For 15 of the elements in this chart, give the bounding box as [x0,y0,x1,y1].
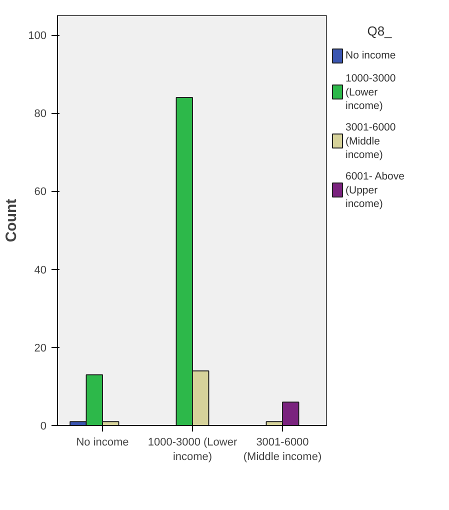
y-tick-label: 100 [28,30,47,42]
x-tick-label: 3001-6000 (Middle income) [243,436,322,463]
legend-label: 1000-3000 (Lower income) [346,72,396,112]
y-tick-label: 20 [34,342,47,354]
y-tick-label: 0 [40,420,47,432]
x-tick-label: 1000-3000 (Lower income) [148,436,238,463]
y-axis-title: Count [3,198,20,242]
legend-label: 3001-6000 (Middle income) [346,122,396,162]
legend-label: 6001- Above (Upper income) [346,170,405,210]
y-tick-label: 80 [34,108,47,120]
y-tick-label: 60 [34,186,47,198]
legend-label: No income [346,50,396,62]
y-tick-label: 40 [34,264,47,276]
x-tick-label: No income [76,436,129,448]
legend-title: Q8_ [367,24,393,38]
